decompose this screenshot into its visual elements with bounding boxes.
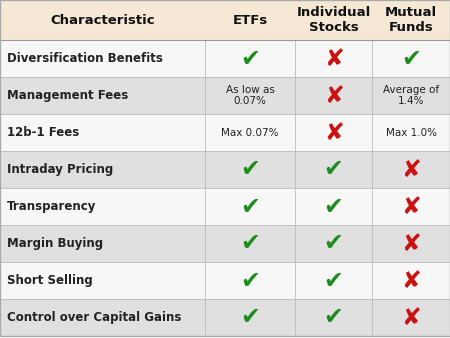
Text: 12b-1 Fees: 12b-1 Fees xyxy=(7,126,79,139)
Text: Max 0.07%: Max 0.07% xyxy=(221,127,279,138)
Text: Max 1.0%: Max 1.0% xyxy=(386,127,436,138)
Text: ✔: ✔ xyxy=(240,306,260,330)
FancyBboxPatch shape xyxy=(0,40,450,77)
Text: ✘: ✘ xyxy=(401,232,421,256)
Text: ✘: ✘ xyxy=(324,47,343,71)
FancyBboxPatch shape xyxy=(0,188,450,225)
Text: ✔: ✔ xyxy=(324,306,343,330)
FancyBboxPatch shape xyxy=(0,0,450,40)
Text: ✔: ✔ xyxy=(240,47,260,71)
Text: Average of
1.4%: Average of 1.4% xyxy=(383,85,439,106)
Text: Diversification Benefits: Diversification Benefits xyxy=(7,52,163,65)
Text: ✘: ✘ xyxy=(401,194,421,218)
Text: Individual
Stocks: Individual Stocks xyxy=(297,6,371,34)
FancyBboxPatch shape xyxy=(0,77,450,114)
Text: ✘: ✘ xyxy=(401,306,421,330)
FancyBboxPatch shape xyxy=(0,151,450,188)
Text: ✔: ✔ xyxy=(324,158,343,182)
Text: Characteristic: Characteristic xyxy=(50,14,155,26)
Text: Short Selling: Short Selling xyxy=(7,274,93,287)
Text: ETFs: ETFs xyxy=(232,14,268,26)
FancyBboxPatch shape xyxy=(0,299,450,336)
Text: ✘: ✘ xyxy=(324,83,343,107)
Text: ✔: ✔ xyxy=(324,194,343,218)
Text: Control over Capital Gains: Control over Capital Gains xyxy=(7,311,181,324)
Text: ✔: ✔ xyxy=(240,194,260,218)
Text: ✔: ✔ xyxy=(401,47,421,71)
Text: ✔: ✔ xyxy=(324,232,343,256)
Text: Mutual
Funds: Mutual Funds xyxy=(385,6,437,34)
Text: ✔: ✔ xyxy=(240,158,260,182)
Text: ✔: ✔ xyxy=(240,268,260,292)
Text: Management Fees: Management Fees xyxy=(7,89,128,102)
FancyBboxPatch shape xyxy=(0,225,450,262)
Text: ✘: ✘ xyxy=(401,158,421,182)
Text: Intraday Pricing: Intraday Pricing xyxy=(7,163,113,176)
Text: As low as
0.07%: As low as 0.07% xyxy=(225,85,274,106)
FancyBboxPatch shape xyxy=(0,262,450,299)
Text: ✔: ✔ xyxy=(324,268,343,292)
Text: ✘: ✘ xyxy=(401,268,421,292)
Text: Transparency: Transparency xyxy=(7,200,96,213)
Text: Margin Buying: Margin Buying xyxy=(7,237,103,250)
Text: ✔: ✔ xyxy=(240,232,260,256)
Text: ✘: ✘ xyxy=(324,121,343,145)
FancyBboxPatch shape xyxy=(0,114,450,151)
